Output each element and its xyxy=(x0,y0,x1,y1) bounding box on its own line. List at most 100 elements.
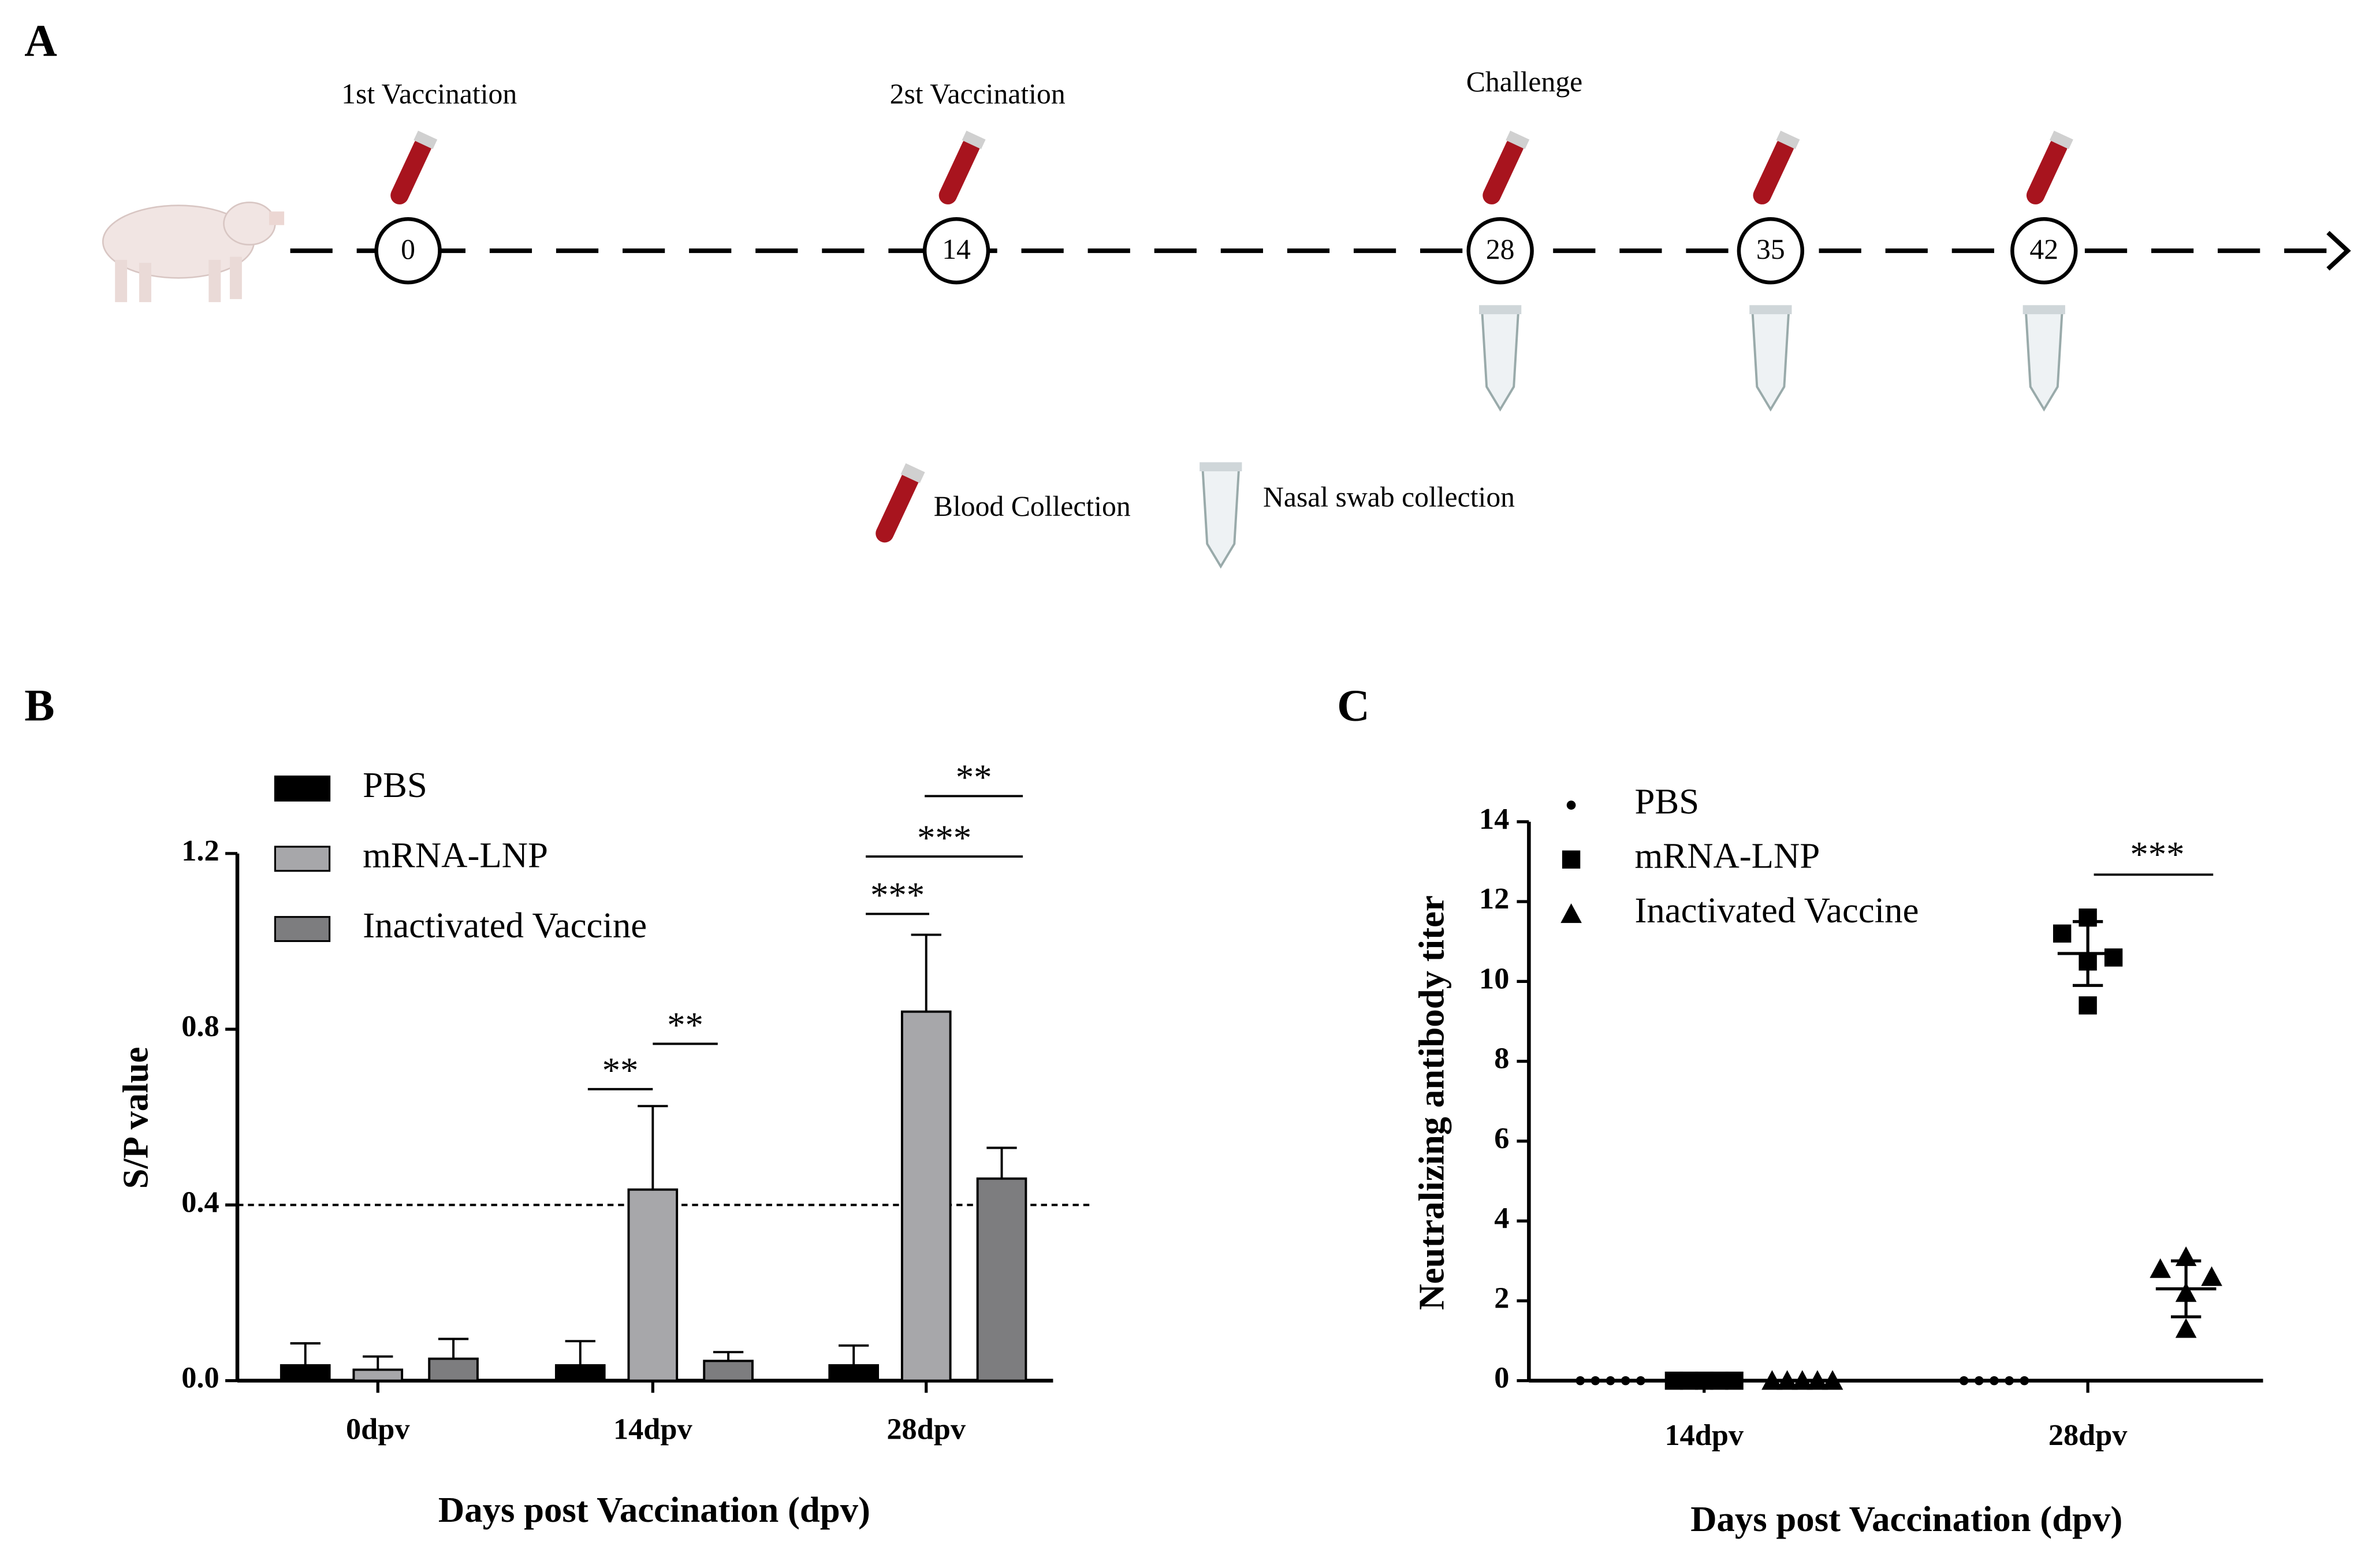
point xyxy=(1575,1376,1585,1385)
point xyxy=(1636,1376,1645,1385)
point xyxy=(1761,1370,1783,1390)
bar xyxy=(352,1368,404,1382)
point xyxy=(1776,1370,1798,1390)
timepoint-label: 35 xyxy=(1756,233,1785,265)
tube-body xyxy=(1753,137,1794,204)
y-tick-label: 4 xyxy=(1494,1201,1509,1235)
legend-label: mRNA-LNP xyxy=(1634,836,1820,876)
y-tick-label: 1.2 xyxy=(181,834,219,867)
tube-body xyxy=(938,137,980,204)
tube-cap xyxy=(1776,131,1800,150)
blood-tube xyxy=(1753,131,1800,204)
legend-swatch xyxy=(274,916,331,943)
panel-label: B xyxy=(24,680,54,730)
point xyxy=(2104,948,2123,967)
timepoint-label: 0 xyxy=(401,233,415,265)
tube-cap xyxy=(962,131,986,150)
swab-cap xyxy=(2022,305,2065,315)
pig xyxy=(102,202,285,303)
point xyxy=(1990,1376,1999,1385)
point xyxy=(1606,1376,1615,1385)
bar xyxy=(828,1364,879,1382)
point xyxy=(1822,1370,1843,1390)
bar xyxy=(280,1364,331,1382)
swab-tube xyxy=(2022,305,2065,412)
x-tick-label: 0dpv xyxy=(346,1413,410,1446)
point xyxy=(1562,850,1581,869)
blood-tube xyxy=(938,131,986,204)
y-tick-label: 10 xyxy=(1479,962,1509,995)
y-tick-label: 12 xyxy=(1479,882,1509,915)
swab-body xyxy=(1751,310,1790,412)
y-tick-label: 0 xyxy=(1494,1361,1509,1395)
legend-label: Blood Collection xyxy=(934,490,1131,522)
timepoint-circle xyxy=(2010,217,2078,285)
legend-label: PBS xyxy=(1634,781,1699,822)
legend-swatch xyxy=(274,846,331,872)
timepoint-circle xyxy=(1737,217,1805,285)
y-axis-label: S/P value xyxy=(115,1047,155,1189)
x-tick-label: 28dpv xyxy=(2048,1418,2128,1452)
point xyxy=(2005,1376,2014,1385)
tube-body xyxy=(1483,137,1524,204)
bar xyxy=(428,1357,479,1382)
swab-tube xyxy=(1479,305,1522,412)
y-tick-label: 0.4 xyxy=(181,1185,219,1219)
x-tick-label: 14dpv xyxy=(1664,1418,1744,1452)
point xyxy=(1974,1376,1984,1385)
timeline-arrow xyxy=(2326,230,2351,271)
swab-body xyxy=(1481,310,1520,412)
legend-label: Inactivated Vaccine xyxy=(363,905,647,945)
swab-body xyxy=(2024,310,2063,412)
timepoint-circle xyxy=(922,217,990,285)
point xyxy=(1959,1376,1969,1385)
swab-cap xyxy=(1749,305,1792,315)
point xyxy=(2175,1318,2197,1338)
event-label: 1st Vaccination xyxy=(341,78,517,110)
point xyxy=(1560,903,1582,923)
point xyxy=(2201,1266,2222,1286)
point xyxy=(1590,1376,1600,1385)
timepoint-label: 42 xyxy=(2029,233,2058,265)
tube-body xyxy=(390,137,432,204)
legend-swatch xyxy=(274,775,331,802)
y-tick-label: 6 xyxy=(1494,1122,1509,1155)
y-tick-label: 2 xyxy=(1494,1281,1509,1314)
blood-tube xyxy=(2026,131,2073,204)
legend-label: mRNA-LNP xyxy=(363,835,548,875)
point xyxy=(2150,1258,2171,1278)
x-axis-label: Days post Vaccination (dpv) xyxy=(438,1489,870,1530)
y-tick-label: 14 xyxy=(1479,802,1509,836)
blood-tube xyxy=(390,131,438,204)
tube-cap xyxy=(1506,131,1530,150)
tube-cap xyxy=(414,131,438,150)
y-tick-label: 0.8 xyxy=(181,1010,219,1043)
legend-label: Nasal swab collection xyxy=(1263,481,1515,513)
tube-cap xyxy=(2049,131,2073,150)
point xyxy=(1621,1376,1630,1385)
significance-label: *** xyxy=(917,817,971,858)
blood-tube xyxy=(1483,131,1530,204)
y-tick-label: 8 xyxy=(1494,1042,1509,1075)
y-axis-label: Neutralizing antibody titer xyxy=(1411,895,1452,1310)
bar xyxy=(554,1364,606,1382)
timepoint-circle xyxy=(374,217,442,285)
legend-swab-icon xyxy=(1200,462,1242,569)
legend-blood-icon xyxy=(876,463,925,543)
swab-tube xyxy=(1749,305,1792,412)
x-tick-label: 28dpv xyxy=(886,1413,966,1446)
timepoint-circle xyxy=(1466,217,1534,285)
event-label: 2st Vaccination xyxy=(890,78,1066,110)
significance-label: ** xyxy=(956,757,992,798)
x-tick-label: 14dpv xyxy=(613,1413,692,1446)
x-axis-label: Days post Vaccination (dpv) xyxy=(1690,1499,2122,1539)
point xyxy=(2053,924,2072,943)
point xyxy=(1806,1370,1828,1390)
significance-label: *** xyxy=(870,875,925,915)
point xyxy=(1566,800,1576,810)
bar xyxy=(703,1360,754,1382)
timepoint-label: 14 xyxy=(942,233,971,265)
point xyxy=(2079,996,2097,1015)
panel-label: C xyxy=(1337,680,1370,730)
bar xyxy=(976,1177,1027,1382)
